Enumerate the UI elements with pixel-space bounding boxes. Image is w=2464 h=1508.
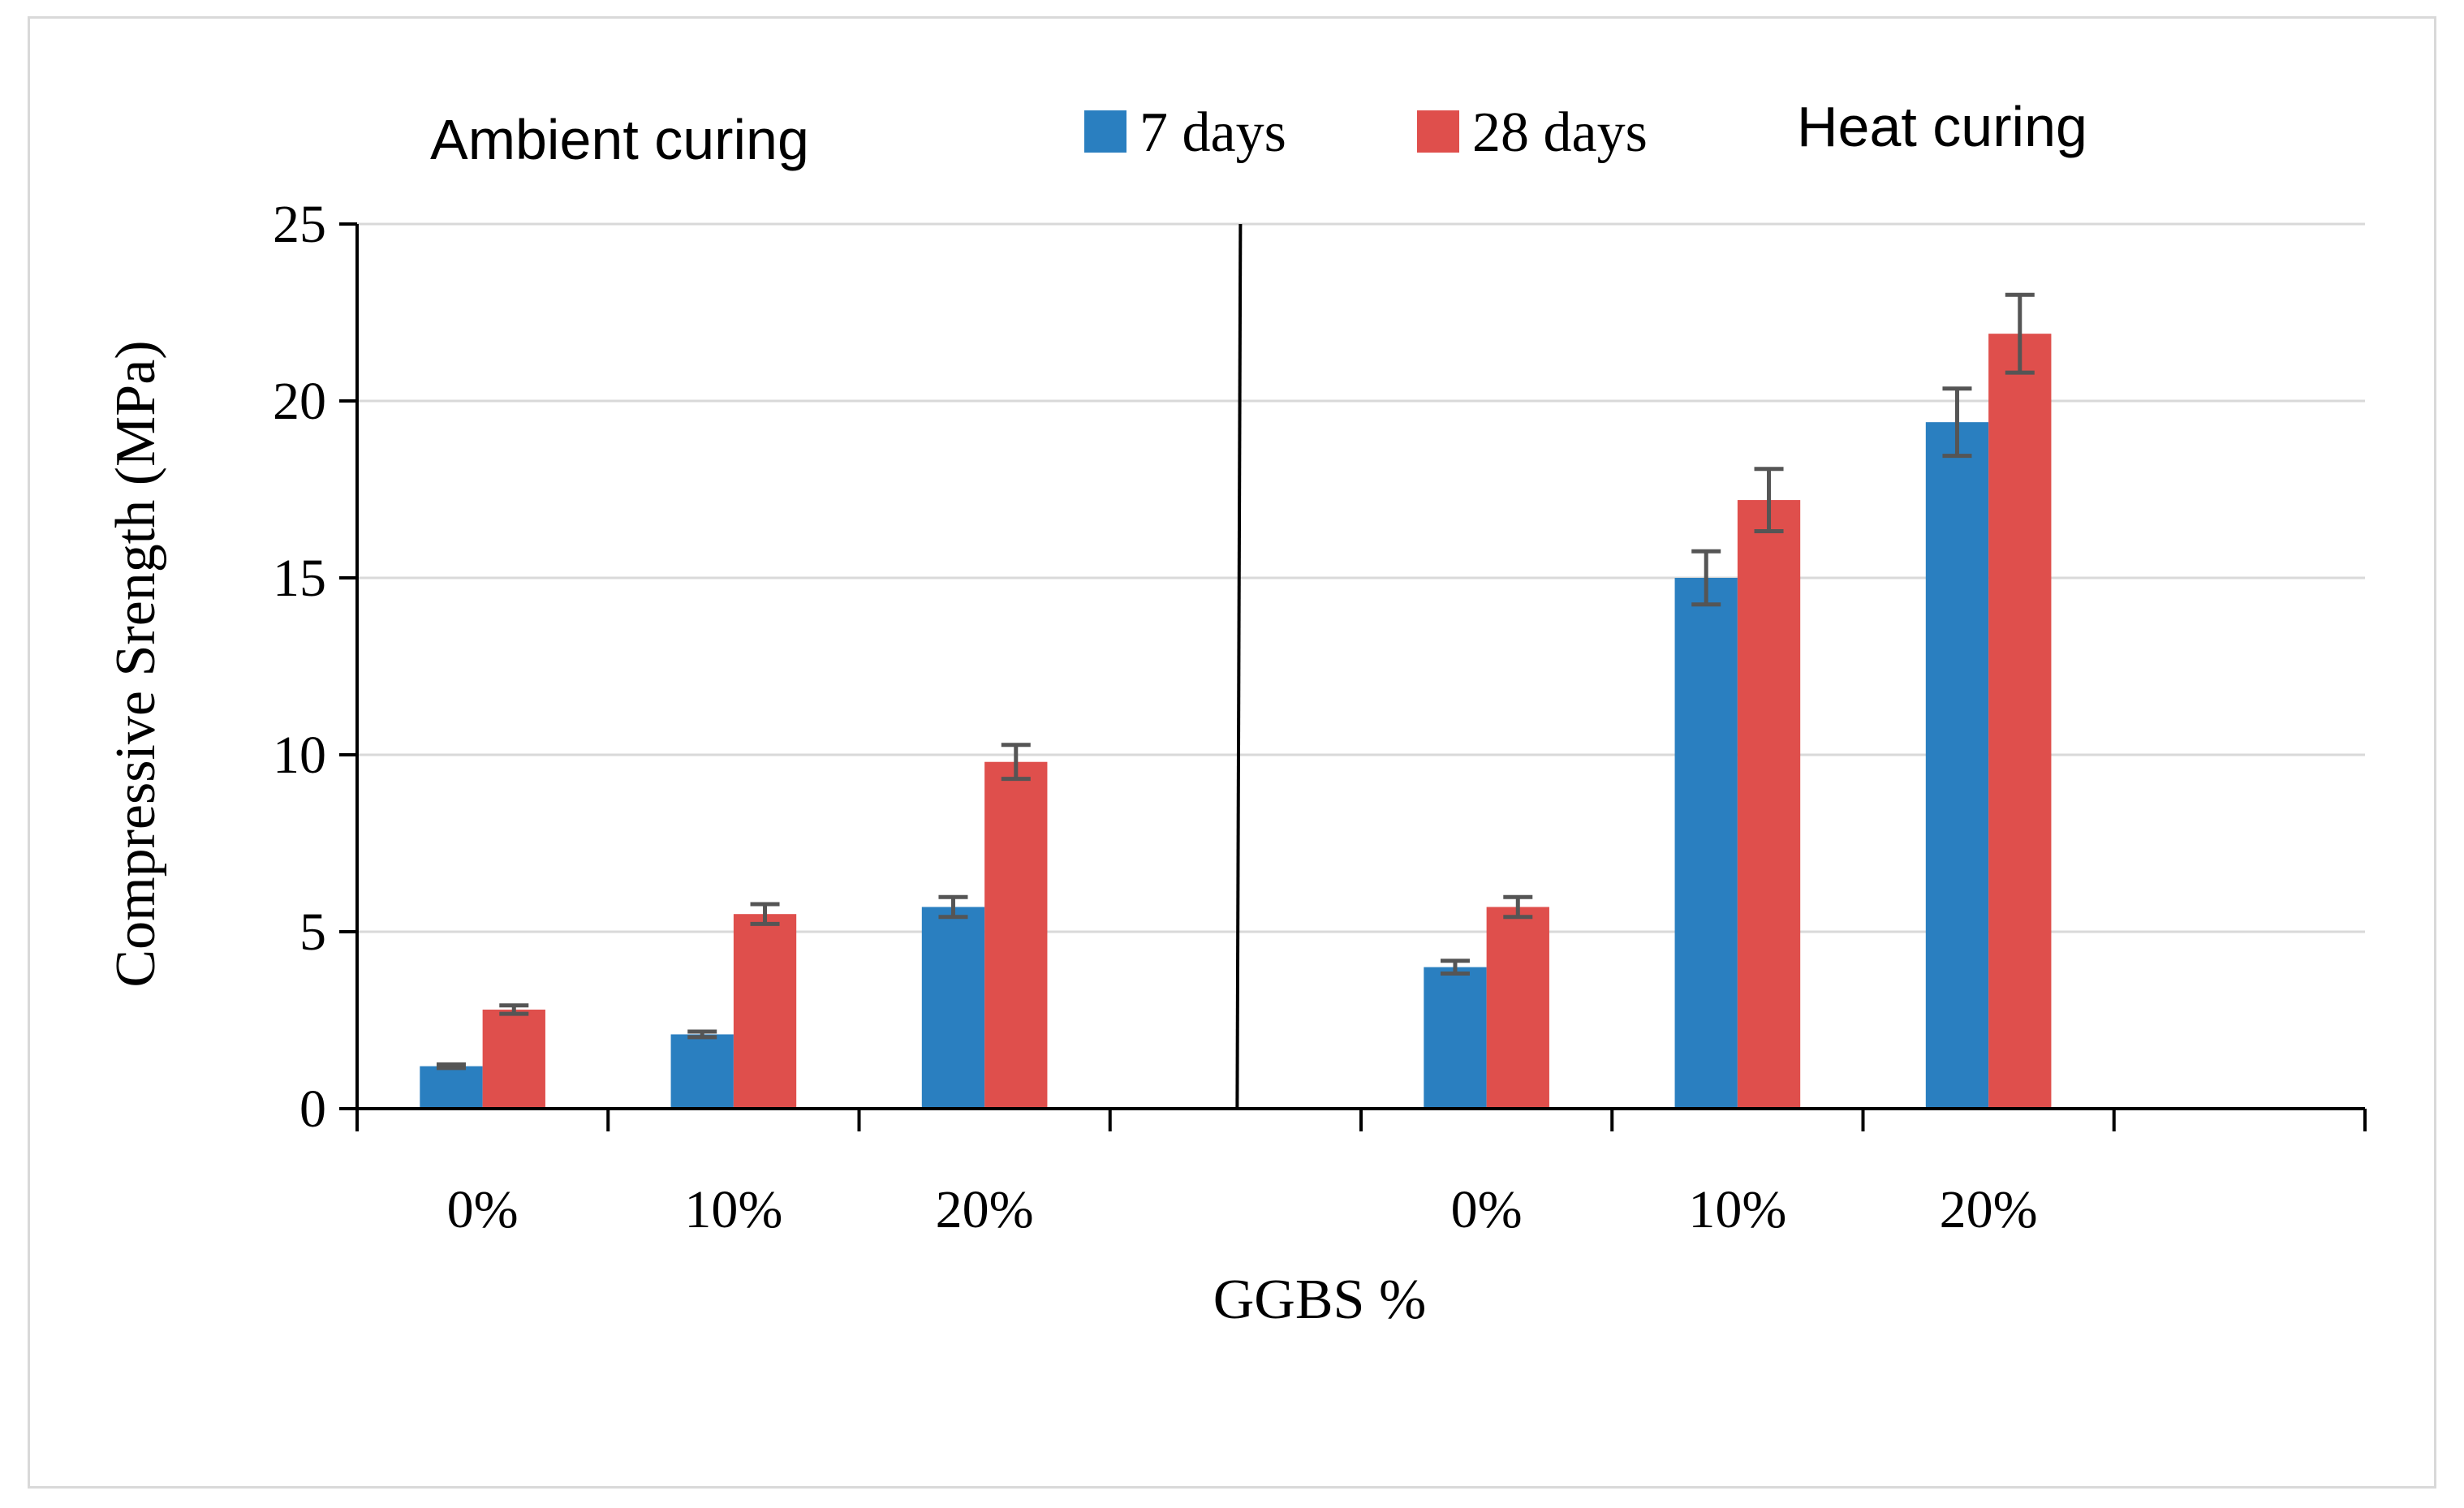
y-tick-label-10: 10: [273, 726, 326, 785]
group-label-heat: Heat curing: [1797, 95, 2087, 158]
bar-1-2-1: [1988, 334, 2052, 1109]
bars: [420, 334, 2052, 1109]
axes: [339, 222, 2367, 1131]
x-tick-label-1-1: 10%: [1688, 1180, 1786, 1239]
x-tick-label-1-2: 20%: [1940, 1180, 2038, 1239]
y-tick-label-0: 0: [299, 1079, 326, 1139]
labels: 0 5 10 15 20 25 0% 10% 20% 0% 10% 20%: [273, 195, 2038, 1239]
legend-swatch-28-days: [1417, 110, 1459, 153]
group-separator: [1235, 223, 1243, 1109]
bar-1-0-1: [1486, 907, 1549, 1109]
legend-swatch-7-days: [1084, 110, 1126, 153]
x-tick-label-0-2: 20%: [936, 1180, 1034, 1239]
y-axis-title: Compressive Srength (MPa): [105, 340, 167, 987]
legend-label-28-days: 28 days: [1472, 101, 1648, 164]
x-tick-label-1-0: 0%: [1451, 1180, 1523, 1239]
y-tick-label-25: 25: [273, 195, 326, 254]
bar-0-0-0: [420, 1066, 483, 1109]
y-tick-label-20: 20: [273, 372, 326, 431]
x-axis-title: GGBS %: [1213, 1269, 1427, 1331]
error-bars: [436, 292, 2035, 1071]
x-tick-label-0-1: 10%: [684, 1180, 782, 1239]
bar-0-1-1: [733, 914, 797, 1109]
y-tick-label-15: 15: [273, 549, 326, 608]
bar-0-1-0: [670, 1034, 734, 1109]
x-tick-label-0-0: 0%: [447, 1180, 519, 1239]
legend-label-7-days: 7 days: [1139, 101, 1286, 164]
bar-1-2-0: [1925, 422, 1989, 1109]
bar-0-2-0: [921, 907, 985, 1109]
bar-0-0-1: [482, 1009, 545, 1109]
group-label-ambient: Ambient curing: [430, 108, 809, 171]
bar-1-1-0: [1674, 578, 1738, 1109]
bar-0-2-1: [984, 761, 1048, 1109]
y-tick-label-5: 5: [299, 903, 326, 962]
bar-1-0-0: [1424, 967, 1487, 1109]
grid-lines: [357, 222, 2365, 933]
bar-1-1-1: [1737, 500, 1801, 1109]
